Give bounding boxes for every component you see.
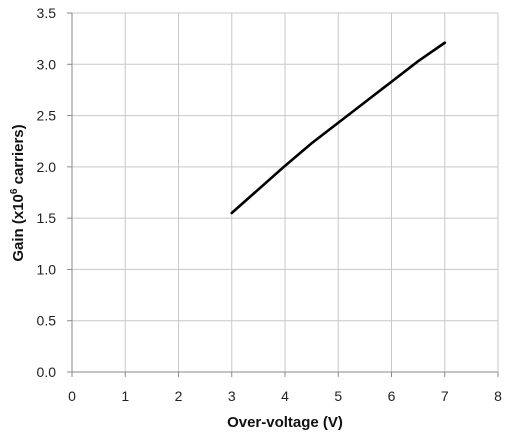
y-tick-labels: 0.0 0.5 1.0 1.5 2.0 2.5 3.0 3.5 [37,5,57,380]
series-group [230,41,447,215]
x-tick-label: 6 [388,388,396,404]
y-tick-label: 2.5 [37,108,57,124]
y-axis-title-superscript: 6 [9,188,20,194]
axes [67,12,499,377]
y-tick-label: 3.5 [37,5,57,21]
x-tick-labels: 0 1 2 3 4 5 6 7 8 [68,388,502,404]
gain-series-line [230,41,447,215]
x-tick-label: 4 [281,388,289,404]
x-tick-label: 3 [228,388,236,404]
x-tick-label: 0 [68,388,76,404]
x-tick-label: 7 [441,388,449,404]
y-axis-title-tail: carriers) [10,124,27,188]
x-axis-title: Over-voltage (V) [227,414,343,431]
y-axis-title: Gain (x106 carriers) [9,124,27,261]
y-tick-label: 1.0 [37,261,57,277]
x-tick-label: 5 [334,388,342,404]
y-tick-label: 3.0 [37,56,57,72]
x-tick-label: 1 [121,388,129,404]
y-tick-label: 1.5 [37,210,57,226]
y-tick-label: 0.0 [37,364,57,380]
grid-lines [72,12,499,372]
x-tick-label: 8 [494,388,502,404]
y-axis-title-main: Gain (x10 [10,194,27,262]
y-tick-label: 2.0 [37,159,57,175]
x-tick-label: 2 [175,388,183,404]
y-tick-label: 0.5 [37,313,57,329]
